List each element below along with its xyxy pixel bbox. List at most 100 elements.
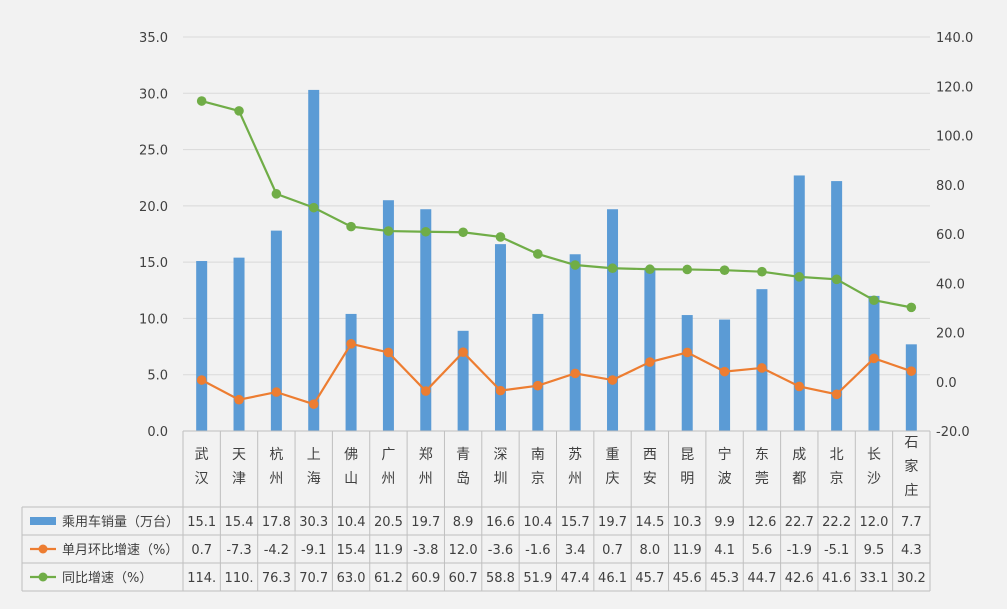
bar [569,254,581,431]
data-table: 武汉天津杭州上海佛山广州郑州青岛深圳南京苏州重庆西安昆明宁波东莞成都北京长沙石家… [21,430,931,592]
category-label: 重 [606,447,620,463]
left-axis: 0.0 5.0 10.0 15.0 20.0 25.0 30.0 35.0 [139,31,168,440]
category-label: 西 [643,447,657,463]
bar [793,175,805,431]
category-label: 州 [568,471,582,487]
bar [681,315,693,431]
table-value: 15.7 [561,515,590,530]
mom-growth-point [719,366,730,377]
left-tick-label: 30.0 [139,87,168,102]
yoy-growth-point [794,272,805,282]
yoy-growth-point [458,227,468,238]
legend-label: 乘用车销量（万台） [62,514,179,530]
table-value: 12.0 [449,543,478,558]
category-label: 汉 [195,471,209,487]
category-label: 广 [381,447,395,463]
bar [607,209,619,431]
table-value: 33.1 [859,571,888,586]
mom-growth-point [794,381,805,392]
mom-growth-point [757,363,767,373]
yoy-growth-point [719,265,730,275]
table-value: 8.0 [640,543,661,558]
table-value: 44.7 [747,571,776,586]
mom-growth-point [383,347,394,358]
mom-growth-point [495,385,506,396]
bar [457,330,469,431]
table-value: 42.6 [785,571,814,586]
bar [345,313,357,431]
category-label: 莞 [755,471,769,487]
category-label: 波 [718,471,732,487]
category-label: 成 [792,447,806,463]
yoy-growth-point [271,189,282,199]
category-label: 京 [531,471,545,487]
table-value: 61.2 [374,571,403,586]
table-value: -7.3 [226,543,251,558]
legend-label: 单月环比增速（%） [62,543,178,558]
table-value: 0.7 [191,543,212,558]
table-value: 47.4 [561,571,590,586]
table-value: 3.4 [565,543,586,558]
table-value: -4.2 [264,543,289,558]
table-value: 22.2 [822,515,851,530]
table-value: 11.9 [374,543,403,558]
table-value: 19.7 [411,515,440,530]
category-label: 郑 [419,447,433,463]
category-label: 宁 [718,446,732,463]
legend-label: 同比增速（%） [62,571,152,586]
table-value: 70.7 [299,571,328,586]
category-label: 石 [904,435,918,451]
right-tick-label: 140.0 [936,31,973,46]
yoy-growth-point [533,249,543,259]
category-label: 上 [307,447,321,463]
mom-growth-point [645,357,655,367]
category-label: 家 [904,458,918,475]
category-label: 岛 [456,471,470,487]
mom-growth-point [831,389,842,400]
bar [233,257,245,431]
bar [532,313,544,431]
category-label: 沙 [867,471,881,487]
mom-growth-point [869,353,879,364]
yoy-growth-point [383,226,394,236]
legend-key-marker [38,572,48,582]
category-label: 长 [867,447,881,463]
right-tick-label: 120.0 [936,80,973,95]
mom-growth-point [906,366,917,376]
bar [196,261,208,431]
category-label: 州 [419,471,433,487]
mom-growth-point [234,394,244,405]
table-value: 5.6 [752,543,773,558]
table-value: 30.3 [299,515,328,530]
category-label: 昆 [680,447,694,463]
right-axis: -20.0 0.0 20.0 40.0 60.0 80.0 100.0 120.0 140.0 [936,31,973,440]
table-value: 20.5 [374,515,403,530]
bar [420,209,432,431]
table-value: -3.8 [413,543,438,558]
table-value: 76.3 [262,571,291,586]
right-tick-label: 0.0 [936,376,957,391]
category-label: 天 [232,447,246,463]
category-label: 南 [531,447,545,463]
yoy-growth-point [570,260,580,270]
category-label: 圳 [493,471,507,487]
right-tick-label: 60.0 [936,228,965,243]
table-value: -5.1 [824,543,849,558]
category-label: 津 [232,471,246,487]
category-label: 杭 [269,447,283,463]
bar [270,230,282,431]
yoy-growth-point [196,96,207,106]
yoy-growth-line [201,99,912,309]
table-value: 9.9 [714,515,735,530]
yoy-growth-point [607,263,618,274]
bar [868,295,880,431]
left-tick-label: 10.0 [139,312,168,327]
category-label: 州 [269,471,283,487]
category-label: 明 [680,471,694,487]
category-label: 北 [830,447,844,463]
left-tick-label: 5.0 [147,369,168,384]
table-value: 7.7 [901,515,922,530]
yoy-growth-point [495,232,506,242]
